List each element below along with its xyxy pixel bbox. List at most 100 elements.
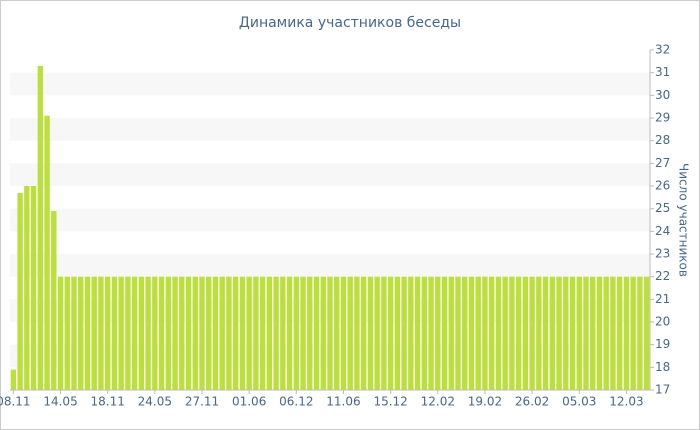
grid-band [10, 254, 650, 277]
x-tick-label: 11.06 [326, 395, 360, 409]
bar [179, 276, 185, 390]
bar [441, 276, 448, 390]
bar [320, 276, 326, 390]
y-axis-label: Число участников [677, 163, 691, 277]
y-tick-label: 24 [655, 224, 670, 238]
bar [17, 192, 23, 390]
bar [232, 276, 239, 390]
bar [44, 115, 50, 390]
bar [253, 276, 259, 390]
bar [273, 276, 279, 390]
bar [468, 276, 475, 390]
bar [630, 276, 636, 390]
bar [360, 276, 367, 390]
bar [549, 276, 556, 390]
bar [583, 276, 589, 390]
x-tick-label: 12.02 [421, 395, 455, 409]
bar [569, 276, 576, 390]
bar [556, 276, 562, 390]
chart-title: Динамика участников беседы [239, 15, 461, 31]
bar [78, 276, 84, 390]
bar [347, 276, 353, 390]
bar [482, 276, 488, 390]
y-tick-label: 32 [655, 43, 670, 57]
bar [475, 276, 481, 390]
y-tick-label: 28 [655, 133, 670, 147]
y-tick-label: 27 [655, 156, 670, 170]
bar [24, 186, 30, 390]
bar [239, 276, 246, 390]
bar [104, 276, 111, 390]
y-tick-label: 23 [655, 247, 670, 261]
bar [334, 276, 340, 390]
bar [327, 276, 333, 390]
bar [488, 276, 495, 390]
bar [408, 276, 414, 390]
y-tick-label: 31 [655, 65, 670, 79]
bar [307, 276, 313, 390]
y-tick-label: 22 [655, 269, 670, 283]
bar [37, 65, 44, 390]
bar [374, 276, 380, 390]
bar [212, 276, 219, 390]
bar [515, 276, 522, 390]
bar [158, 276, 165, 390]
bar [495, 276, 502, 390]
bar [623, 276, 630, 390]
x-tick-label: 01.06 [232, 395, 266, 409]
bar [145, 276, 151, 390]
bar [394, 276, 401, 390]
x-tick-label: 06.12 [279, 395, 313, 409]
bar [185, 276, 192, 390]
bar [91, 276, 97, 390]
x-tick-label: 15.12 [373, 395, 407, 409]
bar [266, 276, 273, 390]
bar [57, 276, 64, 390]
bar [206, 276, 212, 390]
y-tick-label: 30 [655, 88, 670, 102]
bar [387, 276, 394, 390]
x-tick-label: 18.11 [91, 395, 125, 409]
bar [596, 276, 603, 390]
bar [616, 276, 623, 390]
bar [421, 276, 428, 390]
bar [51, 210, 57, 390]
bar [367, 276, 374, 390]
bar [509, 276, 515, 390]
bar [401, 276, 407, 390]
bar [340, 276, 347, 390]
grid-band [10, 72, 650, 96]
bar [435, 276, 441, 390]
bar [71, 276, 77, 390]
y-tick-label: 20 [655, 315, 670, 329]
bar [448, 276, 454, 390]
x-tick-label: 19.02 [468, 395, 502, 409]
bar [313, 276, 320, 390]
bar [192, 276, 198, 390]
y-tick-label: 18 [655, 360, 670, 374]
bar [563, 276, 569, 390]
bar [428, 276, 434, 390]
bar [226, 276, 232, 390]
grid-band [10, 208, 650, 232]
bar [219, 276, 225, 390]
x-tick-label: 26.02 [515, 395, 549, 409]
bar [118, 276, 124, 390]
x-tick-label: 14.05 [43, 395, 77, 409]
x-tick-label: 27.11 [185, 395, 219, 409]
bar [455, 276, 461, 390]
y-tick-label: 17 [655, 383, 670, 397]
x-tick-label: 12.03 [609, 395, 643, 409]
bar [111, 276, 118, 390]
y-tick-label: 26 [655, 179, 670, 193]
bar [643, 276, 650, 390]
bar [64, 276, 70, 390]
bar [637, 276, 643, 390]
grid-band [10, 163, 650, 186]
bar [293, 276, 300, 390]
bar [354, 276, 360, 390]
bar [131, 276, 138, 390]
bar [172, 276, 178, 390]
bar [84, 276, 91, 390]
